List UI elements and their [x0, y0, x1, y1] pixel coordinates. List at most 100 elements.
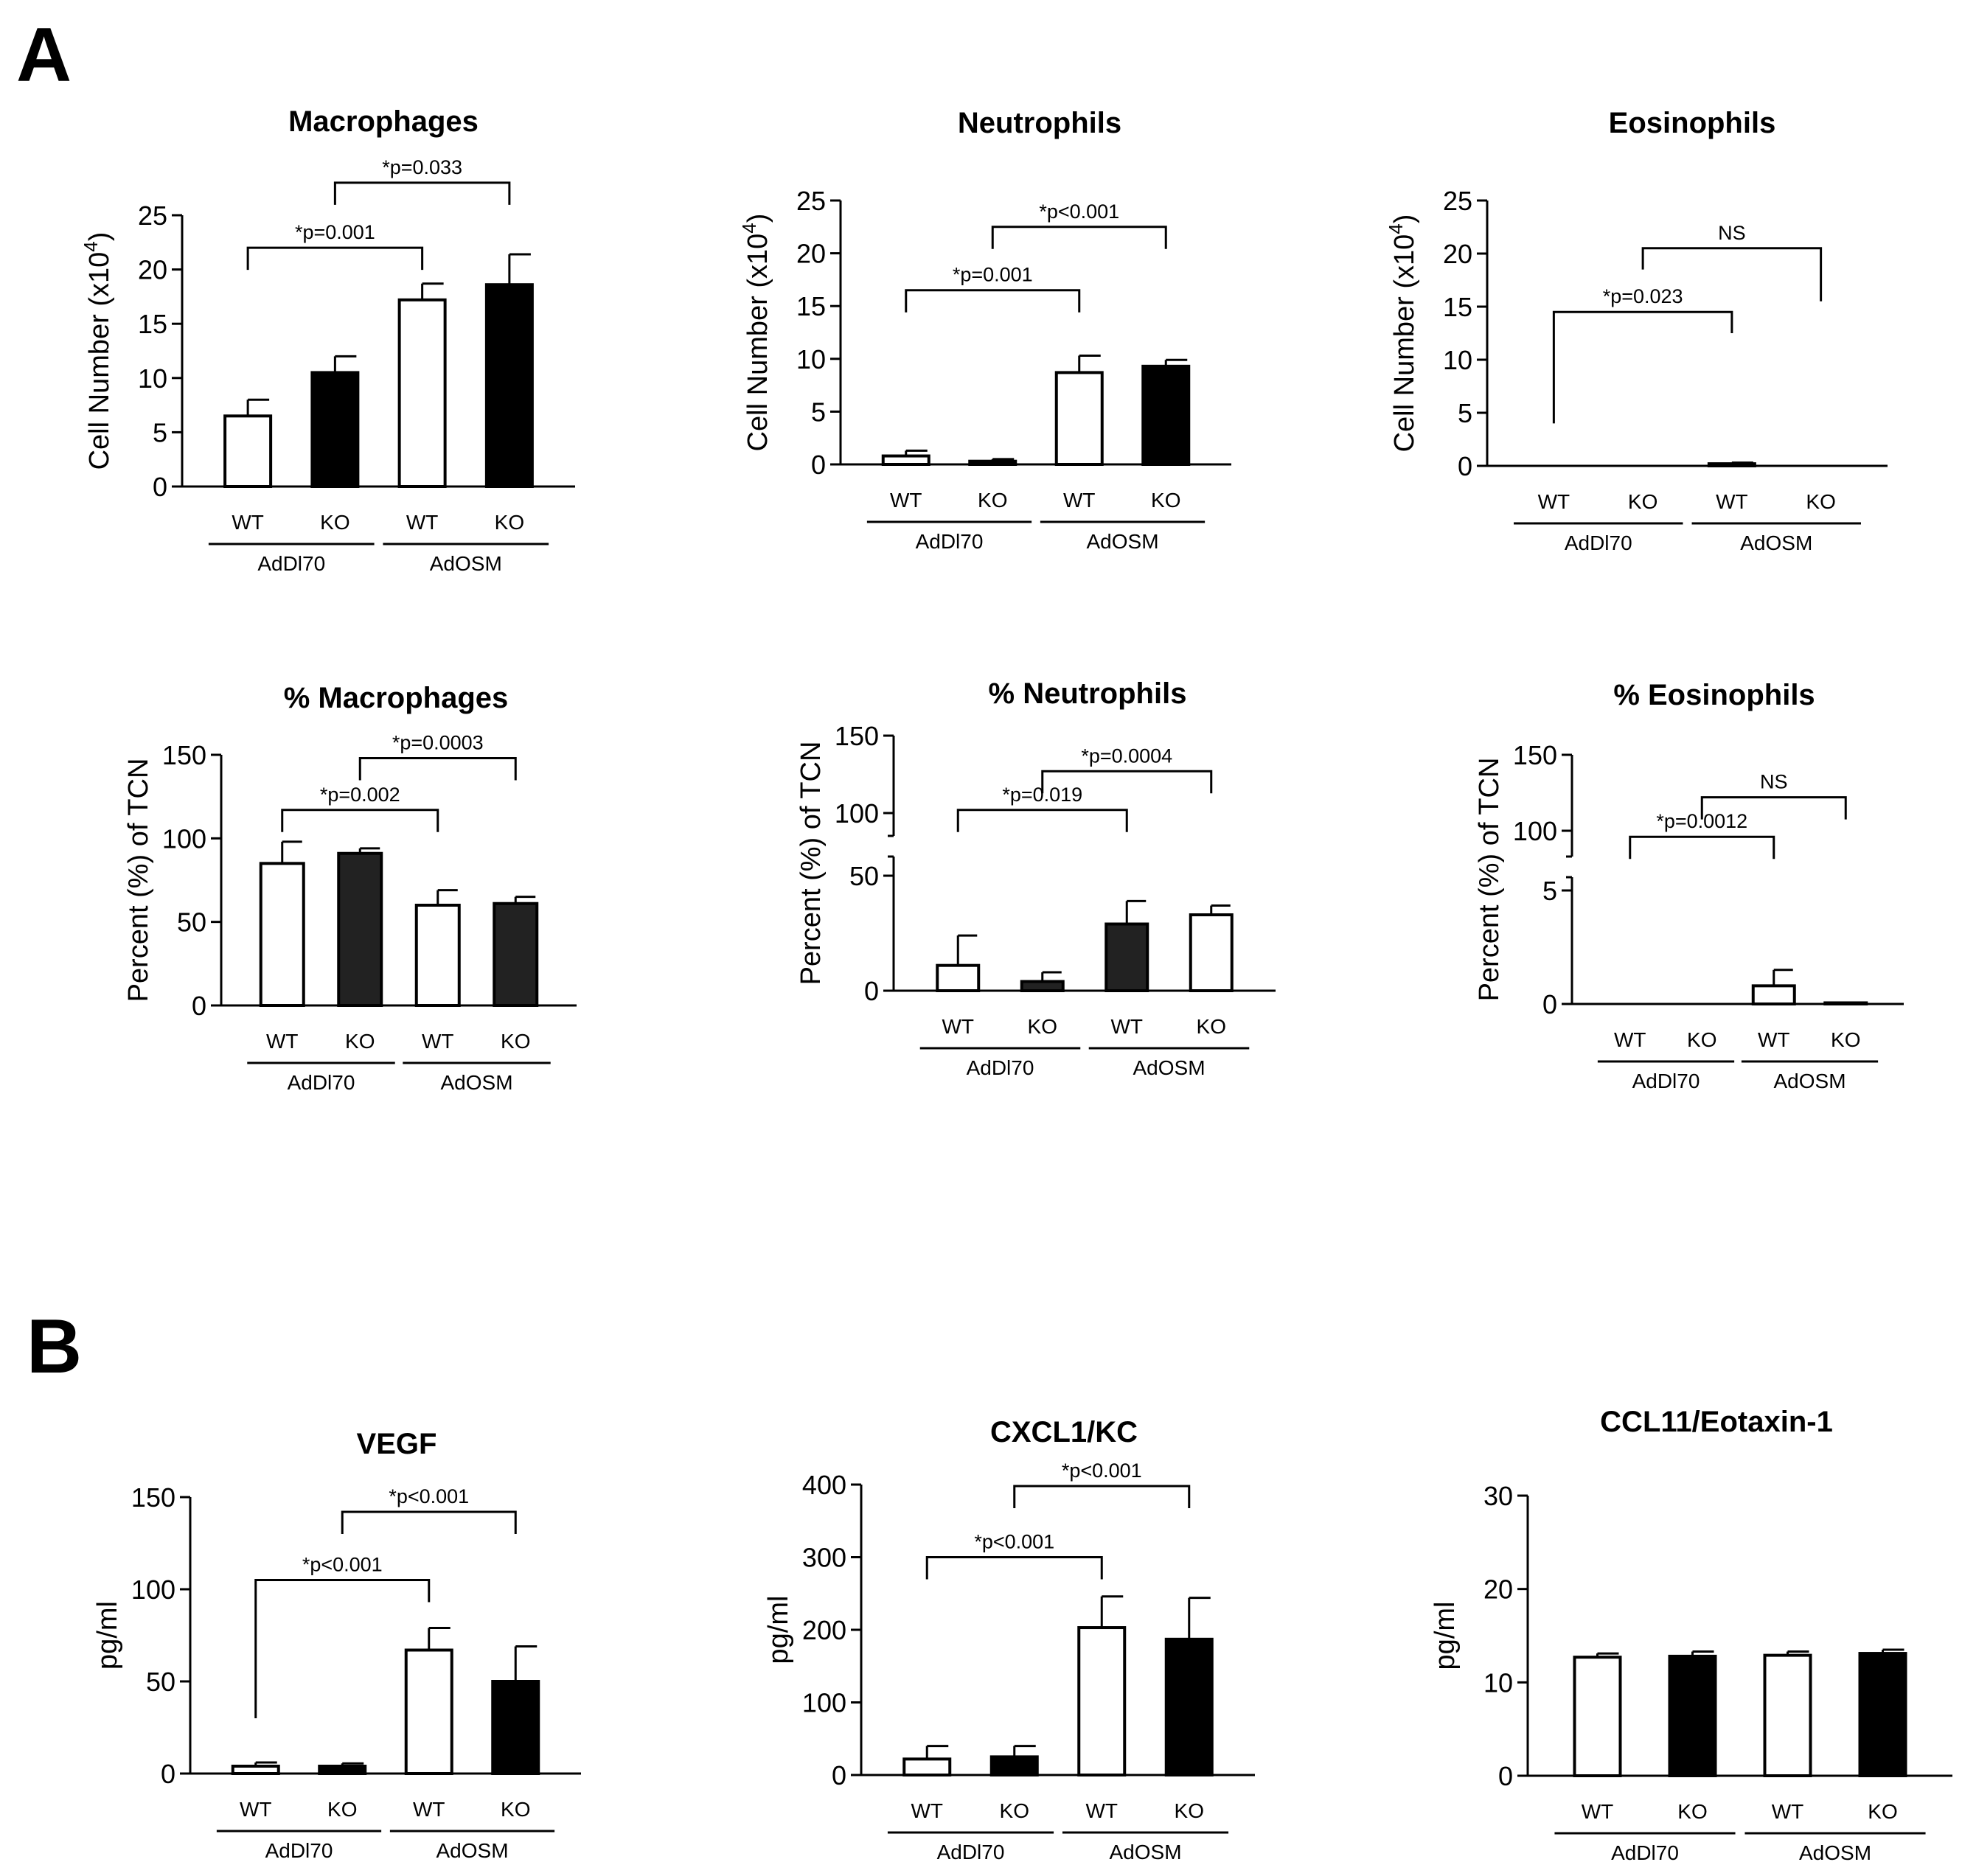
- category-label: WT: [1716, 490, 1748, 513]
- chart-cxcl1: CXCL1/KC 0 100 200 300 400 pg/ml WT KO WT KO AdDl70…: [763, 1416, 1255, 1863]
- category-label: KO: [1628, 490, 1657, 513]
- category-label: KO: [1868, 1800, 1897, 1823]
- category-label: KO: [1197, 1015, 1226, 1038]
- y-tick-label: 100: [162, 823, 206, 854]
- group-label: AdOSM: [1086, 530, 1158, 553]
- category-label: KO: [1806, 490, 1835, 513]
- y-tick-label: 50: [146, 1667, 175, 1697]
- bar: [968, 459, 1017, 466]
- chart-pct-eosinophils: % Eosinophils 0 5 100 150 Percent (%) of TCN W…: [1474, 679, 1904, 1092]
- bar: [1707, 462, 1756, 467]
- y-tick-label: 25: [796, 186, 826, 216]
- chart-eosinophils: Eosinophils 0 5 10 15 20 25 Cell Number (x104) W…: [1385, 107, 1888, 554]
- category-label: KO: [1687, 1028, 1716, 1051]
- significance-bracket: [358, 757, 517, 781]
- chart-title: CCL11/Eotaxin-1: [1600, 1406, 1833, 1438]
- group-label: AdDl70: [257, 552, 325, 575]
- y-tick-label: 0: [1498, 1761, 1513, 1791]
- category-label: WT: [1110, 1015, 1143, 1038]
- bar: [231, 1765, 280, 1775]
- bar: [1020, 980, 1065, 993]
- significance-bracket: [1641, 247, 1823, 301]
- chart-title: VEGF: [357, 1428, 437, 1460]
- y-tick-label: 100: [1513, 816, 1557, 846]
- bar: [989, 1755, 1039, 1776]
- group-label: AdDl70: [937, 1841, 1005, 1863]
- significance-label: *p=0.0004: [1081, 745, 1172, 767]
- group-label: AdDl70: [288, 1071, 355, 1094]
- y-tick-label: 0: [1458, 451, 1472, 481]
- significance-bracket: [1700, 796, 1847, 820]
- y-tick-label: 150: [131, 1482, 175, 1513]
- significance-bracket: [1629, 835, 1775, 859]
- y-tick-label: 0: [153, 472, 167, 502]
- group-label: AdDl70: [1632, 1070, 1700, 1092]
- significance-label: *p=0.001: [295, 221, 375, 243]
- y-tick-label: 0: [1542, 989, 1557, 1019]
- y-axis-label: Percent (%) of TCN: [796, 742, 827, 986]
- significance-label: *p<0.001: [974, 1531, 1054, 1553]
- group-label: AdDl70: [1565, 531, 1632, 554]
- bar: [493, 902, 539, 1007]
- chart-pct-macrophages: % Macrophages 0 50 100 150 Percent (%) of TCN…: [123, 682, 577, 1094]
- y-tick-label: 50: [849, 861, 879, 891]
- y-tick-label: 150: [835, 721, 879, 751]
- bar: [1077, 1626, 1127, 1776]
- bar: [936, 963, 981, 993]
- category-label: WT: [942, 1015, 974, 1038]
- significance-label: NS: [1760, 771, 1788, 793]
- y-tick-label: 20: [796, 239, 826, 269]
- y-tick-label: 20: [1443, 239, 1472, 269]
- chart-title: Macrophages: [288, 105, 479, 138]
- significance-label: *p<0.001: [1062, 1460, 1142, 1482]
- category-label: WT: [422, 1030, 454, 1053]
- chart-pct-neutrophils: % Neutrophils 0 50 100 150 Percent (%) of TCN…: [796, 677, 1276, 1079]
- bar: [1751, 984, 1796, 1005]
- y-tick-label: 0: [811, 450, 826, 480]
- category-label: WT: [911, 1799, 943, 1822]
- y-tick-label: 20: [138, 255, 167, 285]
- chart-macrophages: Macrophages 0 5 10 15 20 25 Cell Number (x104) W…: [80, 105, 575, 575]
- y-tick-label: 150: [162, 740, 206, 770]
- category-label: WT: [413, 1798, 445, 1821]
- y-axis-label: pg/ml: [1430, 1602, 1461, 1670]
- y-axis-label: Percent (%) of TCN: [1474, 758, 1505, 1002]
- group-label: AdOSM: [1773, 1070, 1846, 1092]
- y-tick-label: 5: [1542, 876, 1557, 906]
- group-label: AdOSM: [1740, 531, 1812, 554]
- bar: [491, 1680, 540, 1775]
- category-label: KO: [1028, 1015, 1057, 1038]
- y-axis-label: Cell Number (x104): [80, 232, 115, 470]
- bar: [1823, 1001, 1868, 1005]
- chart-title: % Neutrophils: [989, 677, 1187, 710]
- y-tick-label: 5: [811, 397, 826, 427]
- significance-bracket: [254, 1579, 431, 1718]
- y-tick-label: 30: [1483, 1481, 1513, 1511]
- bar: [318, 1765, 367, 1775]
- y-tick-label: 25: [1443, 186, 1472, 216]
- significance-label: *p=0.001: [953, 264, 1033, 286]
- y-axis-label: Cell Number (x104): [1385, 215, 1420, 453]
- category-label: WT: [406, 511, 439, 534]
- category-label: KO: [501, 1030, 530, 1053]
- chart-title: CXCL1/KC: [990, 1416, 1138, 1448]
- y-tick-label: 15: [138, 309, 167, 339]
- category-label: KO: [1831, 1028, 1860, 1051]
- significance-bracket: [281, 809, 439, 832]
- y-tick-label: 10: [796, 344, 826, 374]
- category-label: WT: [1538, 490, 1570, 513]
- category-label: KO: [345, 1030, 375, 1053]
- significance-bracket: [925, 1556, 1103, 1580]
- group-label: AdOSM: [1109, 1841, 1181, 1863]
- category-label: WT: [1085, 1799, 1118, 1822]
- y-axis-label: Cell Number (x104): [738, 214, 773, 452]
- significance-label: *p=0.002: [320, 784, 400, 806]
- y-tick-label: 50: [177, 907, 206, 938]
- group-label: AdDl70: [916, 530, 984, 553]
- y-tick-label: 100: [802, 1688, 846, 1718]
- significance-bracket: [991, 226, 1167, 249]
- y-tick-label: 10: [138, 363, 167, 394]
- bar: [1668, 1654, 1717, 1778]
- chart-ccl11: CCL11/Eotaxin-1 0 10 20 30 pg/ml WT KO WT KO AdDl7…: [1430, 1406, 1952, 1864]
